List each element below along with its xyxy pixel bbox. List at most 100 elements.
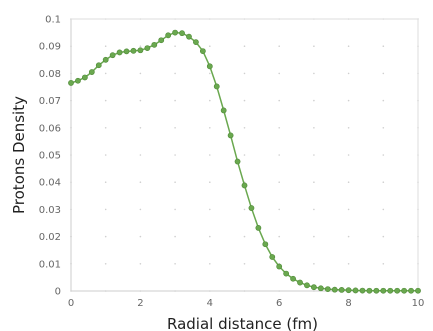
data-point <box>234 158 241 165</box>
grid-dot <box>278 181 281 183</box>
y-tick-label: 0.05 <box>39 151 61 162</box>
grid-dot <box>243 72 246 75</box>
data-point <box>290 275 296 282</box>
x-tick-label: 8 <box>345 298 351 309</box>
grid-dot <box>174 72 176 75</box>
y-tick-label: 0.03 <box>39 205 61 216</box>
y-tick-label: 0 <box>55 287 61 298</box>
y-tick-label: 0.06 <box>39 123 61 134</box>
data-point <box>81 74 88 81</box>
grid-dot <box>174 127 176 129</box>
grid-dot <box>209 72 211 75</box>
y-tick-label: 0.09 <box>39 42 61 53</box>
grid-dot <box>313 154 315 156</box>
grid-dot <box>347 208 350 211</box>
grid-dot <box>139 154 142 156</box>
grid-dot <box>243 154 246 156</box>
grid-dot <box>382 263 385 265</box>
data-point <box>88 69 95 75</box>
grid-dot <box>382 181 385 183</box>
grid-dot <box>174 235 176 238</box>
series-layer <box>68 29 421 294</box>
grid-dot <box>243 235 246 238</box>
grid-dot <box>174 208 176 211</box>
data-point <box>262 241 269 248</box>
grid-dot <box>174 45 176 47</box>
grid-dot <box>382 99 385 102</box>
data-point <box>387 287 394 294</box>
x-axis-label: Radial distance (fm) <box>167 315 318 331</box>
grid-dot <box>347 45 350 47</box>
data-point <box>137 47 144 54</box>
data-point <box>338 287 345 293</box>
grid-dot <box>139 208 142 211</box>
grid-dot <box>104 154 107 156</box>
data-point <box>394 287 401 294</box>
grid-dot <box>382 154 385 156</box>
grid-dot <box>278 208 281 211</box>
x-tick-labels: 0 2 4 6 8 10 <box>68 298 425 309</box>
y-tick-label: 0.04 <box>39 178 61 189</box>
x-tick-label: 4 <box>207 298 213 309</box>
grid-dot <box>104 127 107 129</box>
grid-dot <box>104 263 107 265</box>
grid-dot <box>278 154 281 156</box>
grid-dot <box>209 181 211 183</box>
data-point <box>366 287 373 294</box>
data-point <box>75 77 81 84</box>
grid-dot <box>278 72 281 75</box>
grid-dot <box>139 45 142 47</box>
grid-dot <box>347 235 350 238</box>
grid-dot <box>243 263 246 265</box>
grid-dot <box>278 127 281 129</box>
grid-dot <box>243 208 246 211</box>
grid-dot <box>278 235 281 238</box>
grid-dot <box>278 99 281 102</box>
data-point <box>359 287 366 294</box>
data-point <box>193 39 199 46</box>
data-point <box>227 132 234 139</box>
y-tick-label: 0.01 <box>39 259 61 270</box>
grid-dot <box>209 208 211 211</box>
data-point <box>248 205 255 211</box>
data-point <box>102 56 109 63</box>
grid-dot <box>209 263 211 265</box>
x-tick-label: 0 <box>68 298 74 309</box>
data-point <box>317 285 324 292</box>
grid-dot <box>382 235 385 238</box>
grid-dot <box>347 263 350 265</box>
data-point <box>304 282 310 289</box>
data-point <box>331 286 338 293</box>
data-point <box>144 45 151 51</box>
grid-dot <box>347 181 350 183</box>
grid-dot <box>174 154 176 156</box>
data-point <box>408 287 414 294</box>
grid-dot <box>209 235 211 238</box>
y-tick-label: 0.08 <box>39 69 61 80</box>
data-point <box>165 32 172 39</box>
data-point <box>324 286 331 292</box>
y-tick-labels: 0 0.01 0.02 0.03 0.04 0.05 0.06 0.07 0.08 0.09 0.1 <box>39 15 61 298</box>
grid-dot <box>313 208 315 211</box>
grid-dot <box>382 72 385 75</box>
data-point <box>199 48 206 54</box>
grid-dot <box>243 45 246 47</box>
data-point <box>380 287 387 294</box>
data-point <box>151 41 158 48</box>
grid-dot <box>104 99 107 102</box>
data-point <box>123 48 130 55</box>
grid-dot <box>313 127 315 129</box>
grid-dot <box>347 72 350 75</box>
data-point <box>186 33 192 40</box>
grid-dot <box>104 45 107 47</box>
grid-dot <box>104 181 107 183</box>
grid-dot <box>313 181 315 183</box>
data-point <box>352 287 359 294</box>
grid-dot <box>347 99 350 102</box>
series-line <box>70 31 418 292</box>
grid-dot <box>209 99 211 102</box>
data-point <box>95 62 102 69</box>
grid-dot <box>139 235 142 238</box>
data-point <box>130 47 137 54</box>
